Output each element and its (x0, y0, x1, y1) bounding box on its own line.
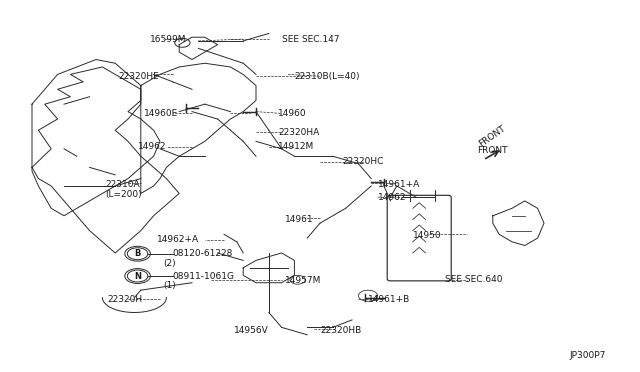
Text: 22320HE: 22320HE (118, 72, 159, 81)
Text: N: N (134, 272, 141, 280)
Text: 14961+B: 14961+B (368, 295, 410, 304)
Text: 16599M: 16599M (150, 35, 187, 44)
Text: 22320HC: 22320HC (342, 157, 384, 166)
Text: (1): (1) (163, 281, 176, 290)
Text: 14961+A: 14961+A (378, 180, 420, 189)
Text: 08120-61228: 08120-61228 (173, 249, 233, 258)
Text: 14956V: 14956V (234, 326, 268, 335)
Text: 22320HA: 22320HA (278, 128, 319, 137)
Text: 14961: 14961 (285, 215, 314, 224)
Text: FRONT: FRONT (477, 124, 507, 149)
Text: (L=200): (L=200) (106, 190, 142, 199)
Text: 08911-1061G: 08911-1061G (173, 272, 235, 280)
Text: 22310B(L=40): 22310B(L=40) (294, 72, 360, 81)
Text: 22320HB: 22320HB (320, 326, 361, 335)
Text: 14962: 14962 (378, 193, 406, 202)
Text: 14960: 14960 (278, 109, 307, 118)
Text: 14957M: 14957M (285, 276, 321, 285)
Text: SEE SEC.640: SEE SEC.640 (445, 275, 502, 284)
Text: 14950: 14950 (413, 231, 442, 240)
Text: (2): (2) (163, 259, 176, 268)
Text: B: B (134, 249, 141, 258)
Text: 22320H: 22320H (108, 295, 143, 304)
Text: FRONT: FRONT (477, 146, 508, 155)
Text: 14962+A: 14962+A (157, 235, 199, 244)
Text: 14960E: 14960E (144, 109, 179, 118)
Text: 22310A: 22310A (106, 180, 140, 189)
Text: SEE SEC.147: SEE SEC.147 (282, 35, 339, 44)
Text: 14912M: 14912M (278, 142, 315, 151)
Text: 14962: 14962 (138, 142, 166, 151)
Text: JP300P7: JP300P7 (570, 351, 606, 360)
